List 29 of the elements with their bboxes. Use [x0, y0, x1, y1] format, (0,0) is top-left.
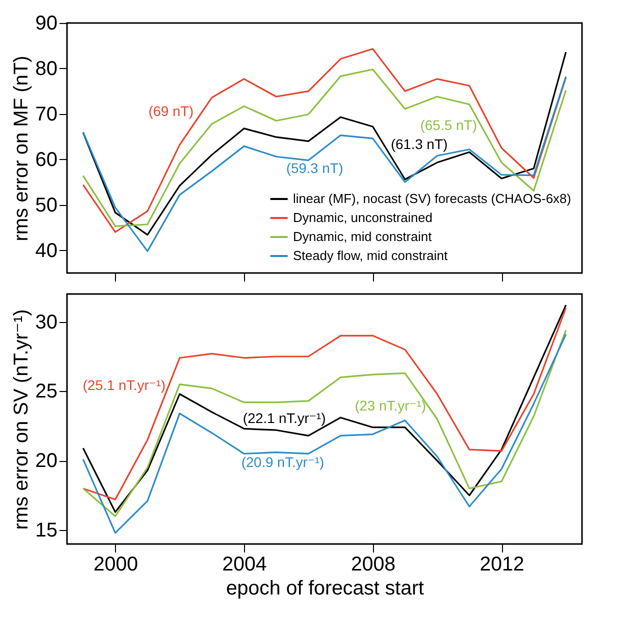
annotation: (20.9 nT.yr⁻¹): [241, 454, 324, 470]
annotation: (59.3 nT): [286, 160, 344, 176]
y-axis-title: rms error on MF (nT): [10, 56, 32, 242]
y-tick-label: 70: [35, 103, 58, 126]
x-tick-label: 2008: [351, 554, 396, 576]
annotation: (65.5 nT): [420, 116, 478, 133]
legend-label: Steady flow, mid constraint: [293, 248, 448, 263]
y-tick-label: 15: [35, 520, 58, 542]
y-tick-label: 80: [35, 58, 58, 80]
annotation: (23 nT.yr⁻¹): [354, 398, 426, 414]
legend-label: Dynamic, unconstrained: [293, 210, 432, 225]
annotation: (25.1 nT.yr⁻¹): [82, 376, 166, 393]
x-tick-label: 2012: [480, 554, 524, 576]
y-tick-label: 25: [35, 380, 58, 403]
annotation: (22.1 nT.yr⁻¹): [242, 410, 326, 426]
y-tick-label: 50: [35, 194, 58, 216]
y-tick-label: 40: [35, 240, 58, 262]
x-tick-label: 2004: [222, 554, 267, 576]
annotation: (61.3 nT): [390, 136, 448, 152]
x-axis-title: epoch of forecast start: [226, 578, 424, 600]
y-tick-label: 90: [35, 12, 58, 34]
y-axis-title: rms error on SV (nT.yr⁻¹): [10, 309, 32, 530]
annotation: (69 nT): [148, 102, 194, 119]
y-tick-label: 60: [35, 148, 58, 171]
x-tick-label: 2000: [94, 554, 138, 576]
y-tick-label: 30: [35, 311, 58, 334]
legend-label: linear (MF), nocast (SV) forecasts (CHAOS-6x8): [293, 191, 572, 206]
y-tick-label: 20: [35, 450, 58, 472]
legend-label: Dynamic, mid constraint: [293, 229, 432, 244]
